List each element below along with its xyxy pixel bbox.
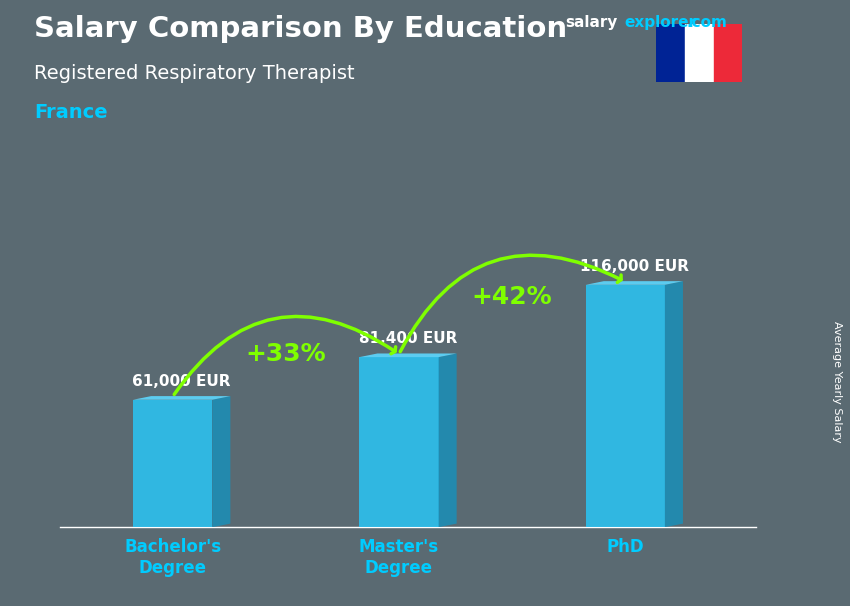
Text: explorer: explorer bbox=[625, 15, 697, 30]
Text: France: France bbox=[34, 103, 108, 122]
Polygon shape bbox=[212, 396, 230, 527]
Bar bbox=[685, 24, 713, 82]
Polygon shape bbox=[133, 396, 230, 400]
Text: 61,000 EUR: 61,000 EUR bbox=[133, 373, 231, 388]
Text: 81,400 EUR: 81,400 EUR bbox=[359, 331, 457, 346]
Text: +33%: +33% bbox=[246, 342, 326, 366]
Bar bbox=[713, 24, 742, 82]
Text: 116,000 EUR: 116,000 EUR bbox=[580, 259, 688, 274]
Text: Salary Comparison By Education: Salary Comparison By Education bbox=[34, 15, 567, 43]
Bar bbox=[586, 285, 665, 527]
Text: Registered Respiratory Therapist: Registered Respiratory Therapist bbox=[34, 64, 354, 82]
Polygon shape bbox=[586, 281, 683, 285]
Text: +42%: +42% bbox=[472, 285, 552, 308]
Polygon shape bbox=[439, 353, 456, 527]
Bar bbox=[360, 357, 439, 527]
Text: .com: .com bbox=[687, 15, 728, 30]
Text: salary: salary bbox=[565, 15, 618, 30]
Polygon shape bbox=[360, 353, 456, 357]
Bar bbox=[656, 24, 685, 82]
Bar bbox=[133, 400, 212, 527]
Text: Average Yearly Salary: Average Yearly Salary bbox=[832, 321, 842, 442]
Polygon shape bbox=[665, 281, 683, 527]
